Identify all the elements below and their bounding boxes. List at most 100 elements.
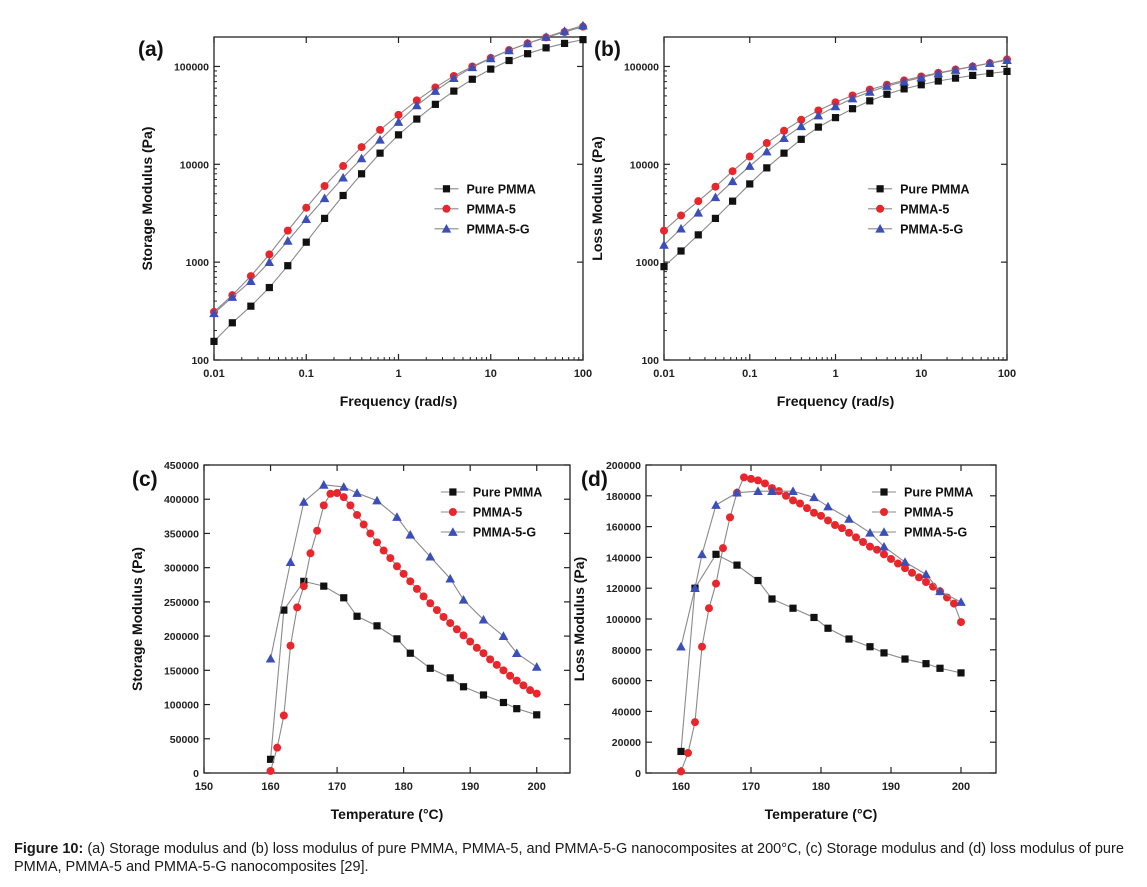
data-point bbox=[524, 50, 532, 58]
data-point bbox=[366, 529, 375, 538]
data-point bbox=[950, 65, 961, 74]
data-point bbox=[318, 480, 329, 489]
data-point bbox=[691, 718, 699, 727]
data-point bbox=[698, 642, 706, 651]
data-point bbox=[283, 236, 293, 245]
x-tick-label: 190 bbox=[461, 781, 479, 793]
data-point bbox=[901, 655, 909, 663]
data-point bbox=[1003, 67, 1011, 76]
data-point bbox=[532, 689, 541, 698]
data-point bbox=[265, 283, 273, 292]
data-point bbox=[432, 606, 441, 615]
caption-text: (a) Storage modulus and (b) loss modulus… bbox=[14, 841, 1124, 875]
y-tick-label: 100000 bbox=[174, 61, 209, 73]
data-point bbox=[660, 263, 668, 271]
x-tick-label: 10 bbox=[915, 368, 927, 380]
series-pmma5g bbox=[265, 480, 542, 671]
data-point bbox=[356, 153, 367, 163]
x-axis-label: Frequency (rad/s) bbox=[340, 393, 457, 409]
caption-label: Figure 10: bbox=[14, 841, 84, 857]
data-point bbox=[326, 489, 335, 498]
data-point bbox=[519, 681, 528, 690]
x-tick-label: 0.1 bbox=[299, 368, 314, 380]
data-point bbox=[386, 554, 395, 563]
series-line bbox=[680, 553, 962, 752]
data-point bbox=[392, 562, 401, 571]
data-point bbox=[838, 524, 846, 533]
data-point bbox=[376, 125, 385, 134]
legend-label: Pure PMMA bbox=[473, 486, 542, 500]
legend: Pure PMMA PMMA-5 PMMA-5-G bbox=[868, 182, 970, 236]
x-tick-label: 200 bbox=[528, 781, 546, 793]
x-tick-label: 0.1 bbox=[742, 368, 757, 380]
data-point bbox=[761, 479, 769, 488]
data-point bbox=[406, 649, 414, 657]
y-tick-label: 10000 bbox=[630, 159, 659, 171]
data-point bbox=[266, 766, 275, 775]
data-point bbox=[412, 100, 422, 110]
series-pmma5g bbox=[676, 486, 966, 651]
data-point bbox=[705, 604, 713, 613]
data-point bbox=[780, 149, 788, 157]
legend-marker bbox=[876, 204, 885, 213]
data-point bbox=[747, 474, 755, 483]
legend-label: PMMA-5 bbox=[466, 202, 515, 216]
panel-a-storage-modulus-frequency: (a) 0.01 0.1 1 10 100 100 1000 10000 100000 Freque… bbox=[138, 20, 592, 409]
data-point bbox=[951, 74, 960, 82]
data-point bbox=[359, 520, 368, 529]
data-point bbox=[273, 743, 282, 752]
data-point bbox=[339, 162, 348, 171]
data-point bbox=[412, 584, 421, 593]
y-tick-label: 150000 bbox=[164, 665, 199, 677]
data-point bbox=[357, 170, 366, 178]
data-point bbox=[353, 510, 362, 519]
data-point bbox=[293, 603, 302, 612]
data-point bbox=[542, 44, 550, 52]
data-point bbox=[372, 495, 382, 505]
legend-marker bbox=[876, 185, 884, 193]
legend-marker bbox=[449, 488, 457, 496]
data-point bbox=[373, 538, 382, 547]
data-point bbox=[498, 631, 509, 640]
y-axis-label: Loss Modulus (Pa) bbox=[589, 136, 605, 260]
data-point bbox=[782, 491, 790, 500]
data-point bbox=[450, 87, 458, 95]
data-point bbox=[299, 497, 309, 506]
data-point bbox=[740, 473, 748, 482]
y-tick-label: 250000 bbox=[164, 597, 199, 609]
y-tick-label: 50000 bbox=[170, 734, 199, 746]
data-point bbox=[246, 276, 256, 285]
data-point bbox=[452, 625, 461, 634]
y-tick-label: 0 bbox=[635, 768, 641, 780]
data-point bbox=[677, 747, 685, 756]
series-pure bbox=[266, 577, 541, 763]
x-tick-label: 190 bbox=[882, 781, 900, 793]
legend-label: Pure PMMA bbox=[466, 182, 535, 196]
series-pure bbox=[660, 67, 1011, 271]
data-point bbox=[864, 87, 875, 96]
data-point bbox=[301, 214, 312, 224]
data-point bbox=[694, 197, 703, 206]
y-axis-label: Storage Modulus (Pa) bbox=[129, 547, 145, 691]
x-tick-label: 100 bbox=[574, 368, 592, 380]
data-point bbox=[788, 486, 798, 496]
data-point bbox=[745, 152, 754, 161]
data-point bbox=[697, 549, 707, 559]
legend-label: PMMA-5-G bbox=[466, 222, 529, 236]
y-tick-label: 100 bbox=[191, 355, 209, 367]
y-tick-label: 400000 bbox=[164, 494, 199, 506]
y-tick-label: 350000 bbox=[164, 528, 199, 540]
data-point bbox=[880, 550, 888, 559]
legend-marker bbox=[441, 224, 452, 233]
data-point bbox=[797, 115, 806, 124]
data-point bbox=[430, 86, 441, 95]
data-point bbox=[831, 114, 840, 122]
series-pmma5g bbox=[659, 55, 1012, 249]
y-tick-label: 100000 bbox=[606, 614, 641, 626]
data-point bbox=[908, 568, 916, 577]
data-point bbox=[810, 613, 818, 622]
data-point bbox=[485, 53, 496, 63]
data-point bbox=[660, 226, 668, 235]
data-point bbox=[486, 655, 495, 664]
data-point bbox=[814, 106, 823, 115]
